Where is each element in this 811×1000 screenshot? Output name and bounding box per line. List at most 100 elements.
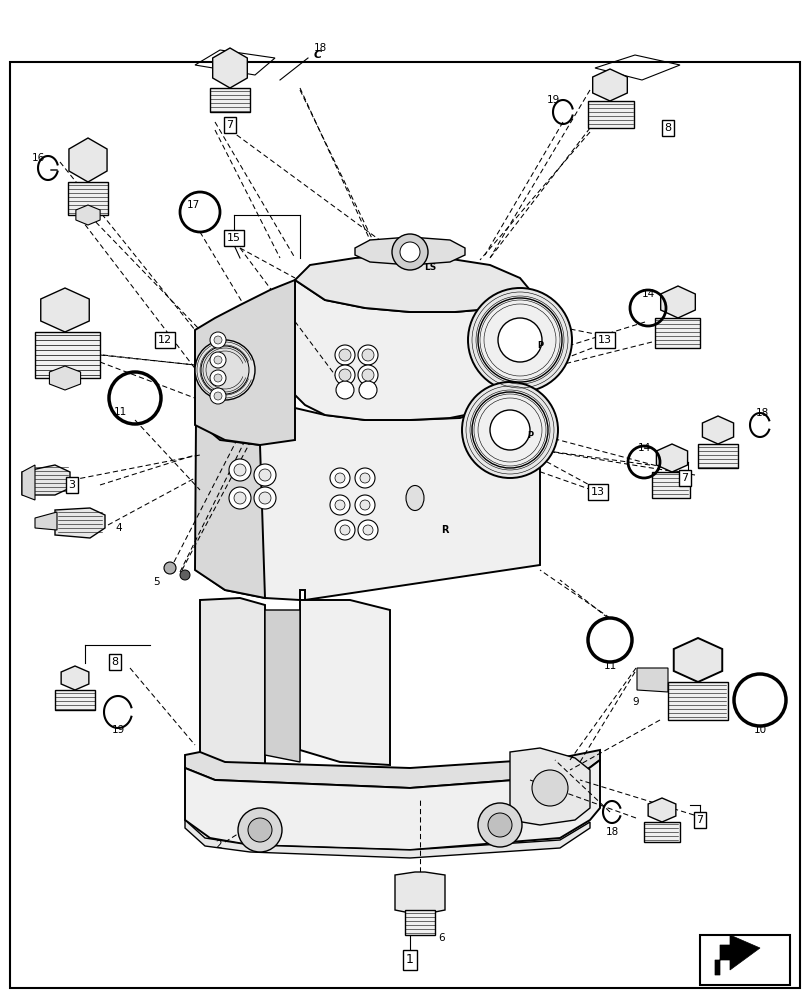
Circle shape (487, 813, 512, 837)
Circle shape (195, 340, 255, 400)
Circle shape (340, 525, 350, 535)
Polygon shape (655, 444, 687, 472)
Circle shape (359, 473, 370, 483)
Circle shape (354, 495, 375, 515)
Polygon shape (354, 237, 465, 265)
Text: 18: 18 (754, 408, 768, 418)
Bar (699, 935, 789, 985)
Polygon shape (22, 465, 70, 495)
Circle shape (363, 525, 372, 535)
Circle shape (354, 468, 375, 488)
Polygon shape (35, 512, 57, 530)
Polygon shape (673, 638, 721, 682)
Text: R: R (440, 525, 448, 535)
Circle shape (467, 288, 571, 392)
Circle shape (335, 365, 354, 385)
Circle shape (335, 345, 354, 365)
Polygon shape (75, 205, 100, 225)
Circle shape (214, 336, 221, 344)
Text: 4: 4 (115, 523, 122, 533)
Polygon shape (264, 610, 299, 762)
Polygon shape (212, 48, 247, 88)
Text: 7: 7 (680, 473, 688, 483)
Text: C: C (314, 50, 322, 60)
Circle shape (210, 388, 225, 404)
Circle shape (358, 365, 378, 385)
Circle shape (358, 520, 378, 540)
Circle shape (210, 370, 225, 386)
Polygon shape (41, 288, 89, 332)
Circle shape (489, 410, 530, 450)
Polygon shape (195, 420, 264, 598)
Text: 8: 8 (111, 657, 118, 667)
Text: 14: 14 (641, 289, 654, 299)
Text: 13: 13 (597, 335, 611, 345)
Circle shape (254, 464, 276, 486)
Text: 18: 18 (605, 827, 618, 837)
Circle shape (210, 352, 225, 368)
Circle shape (201, 346, 249, 394)
Text: 11: 11 (603, 661, 616, 671)
Circle shape (234, 464, 246, 476)
Text: 1: 1 (406, 953, 414, 966)
Text: P: P (526, 431, 532, 440)
Polygon shape (587, 101, 633, 128)
Text: 3: 3 (68, 480, 75, 490)
Polygon shape (405, 910, 435, 935)
Circle shape (531, 770, 568, 806)
Text: 7: 7 (696, 815, 702, 825)
Polygon shape (651, 472, 689, 498)
Text: 12: 12 (158, 335, 172, 345)
Text: 19: 19 (546, 95, 559, 105)
Polygon shape (61, 666, 88, 690)
Text: LS: LS (423, 263, 436, 272)
Circle shape (471, 392, 547, 468)
Polygon shape (200, 598, 264, 775)
Ellipse shape (406, 486, 423, 510)
Circle shape (392, 234, 427, 270)
Polygon shape (654, 318, 699, 348)
Text: 15: 15 (227, 233, 241, 243)
Circle shape (214, 374, 221, 382)
Polygon shape (667, 682, 727, 720)
Text: 9: 9 (632, 697, 638, 707)
Polygon shape (394, 872, 444, 915)
Polygon shape (210, 88, 250, 112)
Polygon shape (636, 668, 667, 692)
Circle shape (234, 492, 246, 504)
Polygon shape (55, 508, 105, 538)
Polygon shape (185, 820, 590, 858)
Circle shape (238, 808, 281, 852)
Polygon shape (647, 798, 675, 822)
Polygon shape (69, 138, 107, 182)
Circle shape (358, 345, 378, 365)
Text: 18: 18 (313, 43, 326, 53)
Text: 8: 8 (663, 123, 671, 133)
Text: 10: 10 (753, 725, 766, 735)
Circle shape (259, 469, 271, 481)
Polygon shape (55, 690, 95, 710)
Polygon shape (592, 69, 627, 101)
Polygon shape (195, 280, 294, 445)
Circle shape (329, 495, 350, 515)
Polygon shape (195, 400, 539, 600)
Polygon shape (299, 600, 389, 765)
Polygon shape (49, 366, 80, 390)
Text: 14: 14 (637, 443, 650, 453)
Circle shape (478, 298, 561, 382)
Polygon shape (697, 444, 737, 468)
Circle shape (254, 487, 276, 509)
Circle shape (180, 570, 190, 580)
Polygon shape (294, 255, 530, 312)
Circle shape (359, 500, 370, 510)
Circle shape (214, 356, 221, 364)
Circle shape (329, 468, 350, 488)
Circle shape (362, 349, 374, 361)
Circle shape (338, 369, 350, 381)
Circle shape (164, 562, 176, 574)
Circle shape (497, 318, 541, 362)
Text: 7: 7 (226, 120, 234, 130)
Polygon shape (185, 750, 599, 788)
Polygon shape (643, 822, 679, 842)
Circle shape (335, 500, 345, 510)
